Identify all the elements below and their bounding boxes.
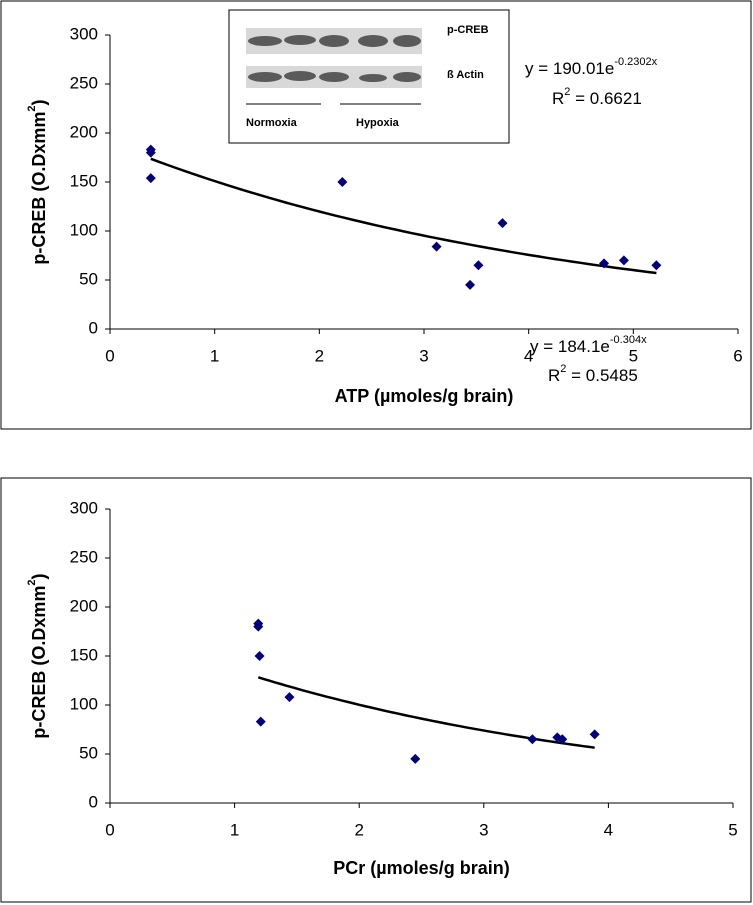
data-point [145, 173, 156, 184]
trendline [150, 157, 657, 275]
y-tick-label: 0 [89, 792, 98, 811]
trend-r2-sup: 2 [564, 86, 570, 98]
x-tick-label: 5 [728, 820, 737, 839]
y-axis-title-sup: 2 [26, 579, 38, 585]
y-axis-title-part: ) [29, 573, 49, 579]
data-point [651, 260, 662, 271]
x-tick-label: 2 [354, 820, 363, 839]
trend-r2-part: = 0.5485 [566, 366, 637, 385]
data-point [465, 279, 476, 290]
y-axis-title-sup: 2 [26, 105, 38, 111]
trend-equation-part: y = 184.1e [530, 337, 610, 356]
y-tick-label: 100 [70, 220, 98, 239]
data-point [337, 177, 348, 187]
x-tick-label: 2 [315, 346, 324, 365]
panel-frame [0, 477, 752, 903]
data-point [599, 258, 610, 269]
y-tick-label: 200 [70, 596, 98, 615]
x-axis-title: PCr (µmoles/g brain) [333, 858, 509, 878]
data-point [473, 260, 484, 271]
y-tick-label: 300 [70, 498, 98, 517]
trend-equation: y = 184.1e-0.304x [530, 334, 647, 357]
inset-label: p-CREB [447, 24, 489, 36]
trend-equation-exp: -0.304x [610, 334, 647, 346]
data-point [145, 147, 156, 158]
trend-equation-part: y = 190.01e [525, 59, 614, 78]
trend-r2-sup: 2 [560, 363, 566, 375]
inset-label: ß Actin [447, 69, 484, 81]
x-tick-label: 3 [419, 346, 428, 365]
trend-r2-part: R [552, 89, 564, 108]
panel-frame [0, 0, 752, 430]
trend-r2-part: R [548, 366, 560, 385]
x-tick-label: 6 [733, 346, 742, 365]
trend-r2: R2 = 0.6621 [552, 86, 642, 109]
y-axis-title-part: ) [29, 99, 49, 105]
data-point [497, 218, 508, 229]
trend-r2: R2 = 0.5485 [548, 363, 638, 386]
y-tick-label: 250 [70, 547, 98, 566]
y-tick-label: 0 [89, 318, 98, 337]
x-tick-label: 5 [629, 346, 638, 365]
trend-equation: y = 190.01e-0.2302x [525, 56, 658, 79]
data-point [589, 729, 600, 740]
x-tick-label: 4 [604, 820, 613, 839]
y-tick-label: 200 [70, 122, 98, 141]
inset-blot: p-CREB ß Actin Normoxia Hypoxia [228, 9, 510, 144]
bands [248, 35, 421, 82]
y-tick-label: 150 [70, 645, 98, 664]
x-tick-label: 1 [230, 820, 239, 839]
data-point [618, 255, 629, 266]
data-point [431, 241, 442, 252]
x-tick-label: 0 [105, 346, 114, 365]
x-tick-label: 1 [210, 346, 219, 365]
y-axis-title-part: p-CREB (O.Dxmm [29, 112, 49, 265]
data-point [254, 651, 265, 661]
trend-equation-exp: -0.2302x [614, 56, 657, 68]
y-tick-label: 300 [70, 24, 98, 43]
data-point [527, 734, 538, 745]
y-tick-label: 250 [70, 73, 98, 92]
y-tick-label: 50 [79, 269, 98, 288]
data-point [253, 621, 264, 632]
data-point [284, 692, 295, 703]
y-axis-title: p-CREB (O.Dxmm2) [26, 99, 49, 264]
y-axis-title: p-CREB (O.Dxmm2) [26, 573, 49, 738]
data-point [255, 716, 266, 727]
x-tick-label: 0 [105, 820, 114, 839]
data-point [410, 753, 421, 764]
x-axis-title: ATP (µmoles/g brain) [335, 386, 514, 406]
y-tick-label: 50 [79, 743, 98, 762]
x-tick-label: 4 [524, 346, 533, 365]
y-axis-title-part: p-CREB (O.Dxmm [29, 586, 49, 739]
x-tick-label: 3 [479, 820, 488, 839]
data-point [557, 734, 568, 745]
y-tick-label: 100 [70, 694, 98, 713]
trendline [257, 676, 595, 749]
trend-r2-part: = 0.6621 [570, 89, 641, 108]
inset-label: Hypoxia [356, 117, 400, 129]
inset-label: Normoxia [246, 117, 298, 129]
y-tick-label: 150 [70, 171, 98, 190]
